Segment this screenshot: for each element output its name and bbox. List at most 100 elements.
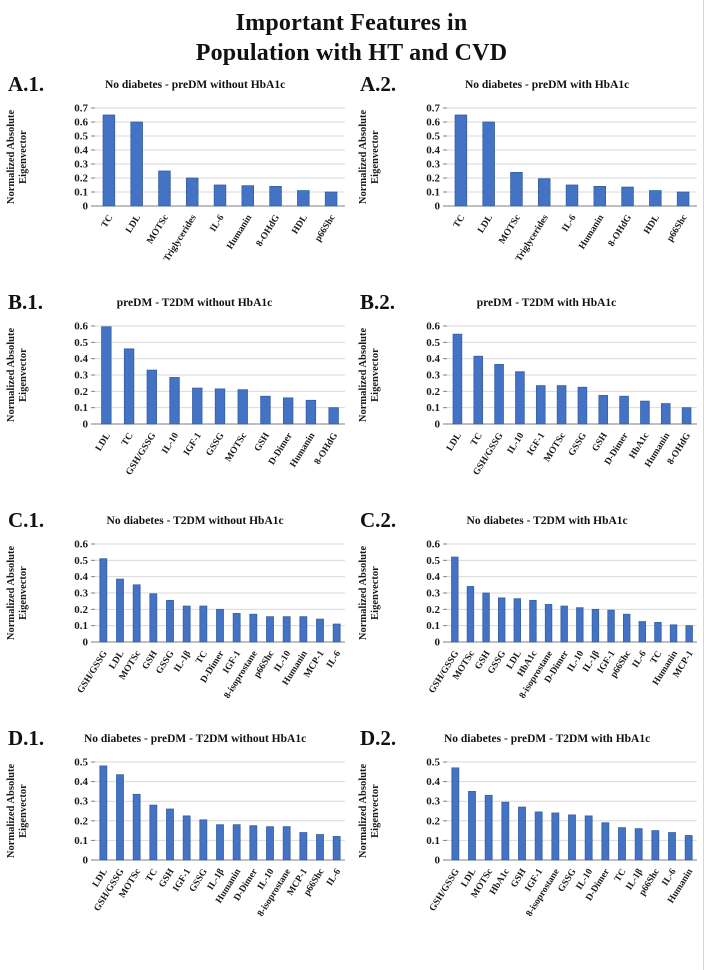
svg-text:Normalized AbsoluteEigenvector: Normalized AbsoluteEigenvector (6, 328, 29, 423)
svg-text:0.1: 0.1 (74, 187, 88, 199)
svg-text:0.2: 0.2 (74, 173, 88, 185)
svg-text:TC: TC (452, 213, 468, 230)
svg-text:0.5: 0.5 (426, 337, 440, 349)
panel-header: B.2. preDM - T2DM with HbA1c (352, 290, 703, 314)
svg-text:IL-1β: IL-1β (173, 649, 194, 674)
svg-text:0.3: 0.3 (426, 588, 440, 600)
svg-text:0: 0 (435, 201, 441, 213)
svg-text:HDL: HDL (642, 213, 661, 236)
svg-text:LDL: LDL (445, 431, 464, 453)
svg-text:GSSG: GSSG (567, 431, 589, 458)
figure-title-line2: Population with HT and CVD (195, 40, 508, 66)
bar-chart-a1: 0 0.1 0.2 0.3 0.4 0.5 0.6 0.7 Normalized Absolut… (6, 103, 345, 264)
svg-text:IL-6: IL-6 (209, 213, 227, 234)
svg-text:0.4: 0.4 (426, 571, 440, 583)
svg-text:0.3: 0.3 (74, 796, 88, 808)
svg-text:Normalized AbsoluteEigenvector: Normalized AbsoluteEigenvector (6, 546, 29, 641)
panel-label: D.1. (8, 726, 45, 750)
chart-panel-d1: D.1. No diabetes - preDM - T2DM without … (0, 726, 352, 944)
svg-text:0: 0 (83, 637, 89, 649)
svg-text:0.6: 0.6 (426, 117, 440, 129)
svg-text:0.5: 0.5 (74, 757, 88, 769)
svg-text:Normalized AbsoluteEigenvector: Normalized AbsoluteEigenvector (358, 764, 381, 859)
svg-text:0.1: 0.1 (426, 620, 440, 632)
svg-text:p66Shc: p66Shc (314, 213, 338, 243)
svg-text:0: 0 (435, 855, 441, 867)
panel-label: C.1. (8, 508, 45, 532)
svg-text:0.4: 0.4 (426, 353, 440, 365)
svg-text:LDL: LDL (94, 431, 113, 453)
svg-text:GSSG: GSSG (188, 867, 210, 894)
svg-text:TC: TC (613, 867, 629, 884)
svg-text:0.3: 0.3 (74, 159, 88, 171)
svg-text:IL-6: IL-6 (325, 867, 343, 888)
svg-text:0.2: 0.2 (426, 386, 440, 398)
svg-text:Normalized AbsoluteEigenvector: Normalized AbsoluteEigenvector (6, 764, 29, 859)
svg-text:0.2: 0.2 (74, 386, 88, 398)
svg-text:Normalized AbsoluteEigenvector: Normalized AbsoluteEigenvector (358, 110, 381, 205)
svg-text:0.2: 0.2 (426, 604, 440, 616)
svg-text:0.3: 0.3 (74, 588, 88, 600)
svg-text:0.3: 0.3 (426, 159, 440, 171)
bar-chart-c2: 0 0.1 0.2 0.3 0.4 0.5 0.6 Normalized AbsoluteEi… (358, 539, 697, 701)
svg-text:GSH: GSH (591, 431, 610, 454)
svg-text:GSH/GSSG: GSH/GSSG (76, 649, 110, 696)
svg-text:0: 0 (435, 419, 441, 431)
bar-chart-d2: 0 0.1 0.2 0.3 0.4 0.5 Normalized AbsoluteEigen… (358, 757, 697, 919)
svg-text:0.1: 0.1 (74, 835, 88, 847)
chart-title: No diabetes - preDM with HbA1c (464, 79, 630, 91)
svg-text:0.4: 0.4 (426, 145, 440, 157)
svg-text:IGF-1: IGF-1 (526, 431, 548, 458)
bar-chart-a2: 0 0.1 0.2 0.3 0.4 0.5 0.6 0.7 Normalized Absolut… (358, 103, 697, 264)
svg-text:0.5: 0.5 (74, 555, 88, 567)
svg-text:0.1: 0.1 (426, 402, 440, 414)
panel-label: A.2. (360, 72, 397, 96)
chart-title: No diabetes - preDM without HbA1c (104, 79, 286, 91)
svg-text:HDL: HDL (290, 213, 309, 236)
svg-text:0: 0 (83, 419, 89, 431)
svg-text:0.1: 0.1 (426, 187, 440, 199)
chart-panel-b2: B.2. preDM - T2DM with HbA1c 0 0.1 0.2 0.3 0… (352, 290, 703, 508)
svg-text:0.3: 0.3 (426, 796, 440, 808)
svg-text:0.2: 0.2 (426, 173, 440, 185)
svg-text:GSSG: GSSG (205, 431, 227, 458)
svg-text:IL-6: IL-6 (561, 213, 579, 234)
svg-text:0.4: 0.4 (426, 776, 440, 788)
svg-text:MOTSc: MOTSc (145, 213, 171, 246)
svg-text:0.7: 0.7 (426, 103, 440, 115)
panel-label: B.1. (8, 290, 44, 314)
svg-text:GSH: GSH (253, 431, 272, 454)
svg-text:0.5: 0.5 (426, 757, 440, 769)
svg-text:IGF-1: IGF-1 (182, 431, 204, 458)
panel-header: C.1. No diabetes - T2DM without HbA1c (0, 508, 352, 532)
chart-panel-b1: B.1. preDM - T2DM without HbA1c 0 0.1 0.2 0… (0, 290, 352, 508)
chart-title: No diabetes - T2DM with HbA1c (466, 515, 628, 527)
svg-text:0.6: 0.6 (426, 539, 440, 551)
svg-text:Normalized AbsoluteEigenvector: Normalized AbsoluteEigenvector (358, 328, 381, 423)
svg-text:Humanin: Humanin (225, 213, 254, 252)
svg-text:8-OHdG: 8-OHdG (255, 213, 283, 249)
svg-text:IL-10: IL-10 (506, 431, 527, 456)
chart-panel-a1: A.1. No diabetes - preDM without HbA1c 0… (0, 72, 352, 290)
panel-header: D.2. No diabetes - preDM - T2DM with HbA… (352, 726, 703, 750)
svg-text:0.6: 0.6 (74, 539, 88, 551)
bar-chart-b1: 0 0.1 0.2 0.3 0.4 0.5 0.6 Normalized AbsoluteEi… (6, 321, 345, 477)
chart-title: No diabetes - preDM - T2DM with HbA1c (443, 733, 651, 745)
chart-grid: A.1. No diabetes - preDM without HbA1c 0… (0, 72, 703, 944)
svg-text:0.4: 0.4 (74, 571, 88, 583)
panel-label: D.2. (360, 726, 397, 750)
chart-panel-c1: C.1. No diabetes - T2DM without HbA1c 0 0… (0, 508, 352, 726)
svg-text:Normalized AbsoluteEigenvector: Normalized AbsoluteEigenvector (6, 110, 29, 205)
svg-text:MOTSc: MOTSc (497, 213, 523, 246)
chart-title: preDM - T2DM without HbA1c (116, 297, 273, 309)
svg-text:0.6: 0.6 (74, 321, 88, 333)
panel-header: D.1. No diabetes - preDM - T2DM without … (0, 726, 352, 750)
svg-text:0.2: 0.2 (74, 604, 88, 616)
chart-title: No diabetes - T2DM without HbA1c (106, 515, 284, 527)
svg-text:0.5: 0.5 (74, 131, 88, 143)
svg-text:TC: TC (469, 431, 485, 448)
svg-text:TC: TC (100, 213, 116, 230)
svg-text:0.6: 0.6 (74, 117, 88, 129)
svg-text:GSSG: GSSG (155, 649, 177, 676)
panel-header: A.2. No diabetes - preDM with HbA1c (352, 72, 703, 96)
